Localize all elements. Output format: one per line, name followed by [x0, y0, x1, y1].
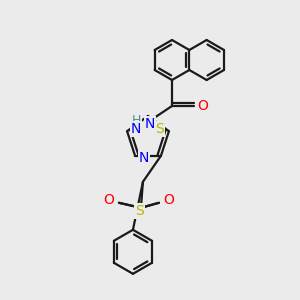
Text: S: S	[155, 122, 164, 136]
Text: N: N	[145, 117, 155, 131]
Text: H: H	[131, 113, 141, 127]
Text: O: O	[164, 193, 174, 207]
Text: N: N	[139, 151, 149, 165]
Text: S: S	[136, 204, 144, 218]
Text: O: O	[198, 99, 208, 113]
Text: O: O	[103, 193, 114, 207]
Text: N: N	[131, 122, 141, 136]
